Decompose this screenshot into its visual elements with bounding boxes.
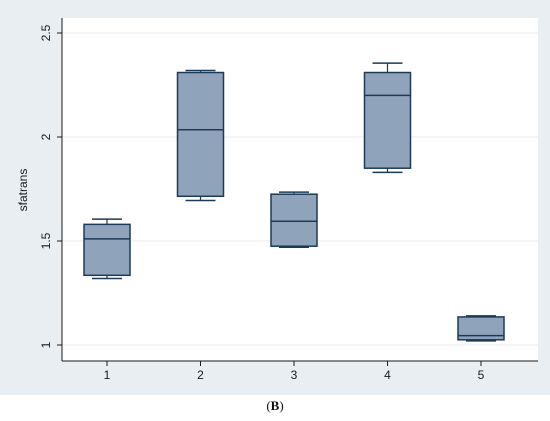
x-tick-label: 5 (478, 368, 485, 382)
box-iqr (457, 316, 505, 341)
x-tick-label: 1 (104, 368, 111, 382)
axes (61, 18, 538, 362)
box-iqr (270, 193, 318, 247)
y-axis-title: sfatrans (16, 169, 30, 212)
box-iqr (83, 223, 131, 277)
plot-area (62, 18, 538, 361)
x-tick-label: 3 (291, 368, 298, 382)
box-group (457, 315, 505, 342)
box-iqr (176, 71, 225, 198)
x-ticks: 1 2 3 4 5 (104, 361, 485, 382)
x-tick-label: 2 (197, 368, 204, 382)
box-group (176, 69, 225, 202)
figure-caption: (B) (0, 398, 550, 414)
x-tick-label: 4 (384, 368, 391, 382)
y-ticks: 1 1.5 2 2.5 (39, 24, 62, 348)
box-group (363, 62, 412, 174)
box-plot-chart: 1 1.5 2 2.5 1 2 3 4 5 sfatrans (0, 0, 550, 395)
box-group (83, 218, 131, 280)
box-iqr (363, 71, 412, 169)
caption-open-paren: ( (266, 398, 271, 413)
y-tick-label: 1.5 (39, 232, 53, 249)
box-group (270, 191, 318, 248)
caption-close-paren: ) (279, 398, 284, 413)
boxes (83, 62, 505, 342)
y-tick-label: 2.5 (39, 24, 53, 41)
caption-label: B (270, 398, 280, 413)
y-tick-label: 2 (39, 133, 53, 140)
y-tick-label: 1 (39, 341, 53, 348)
